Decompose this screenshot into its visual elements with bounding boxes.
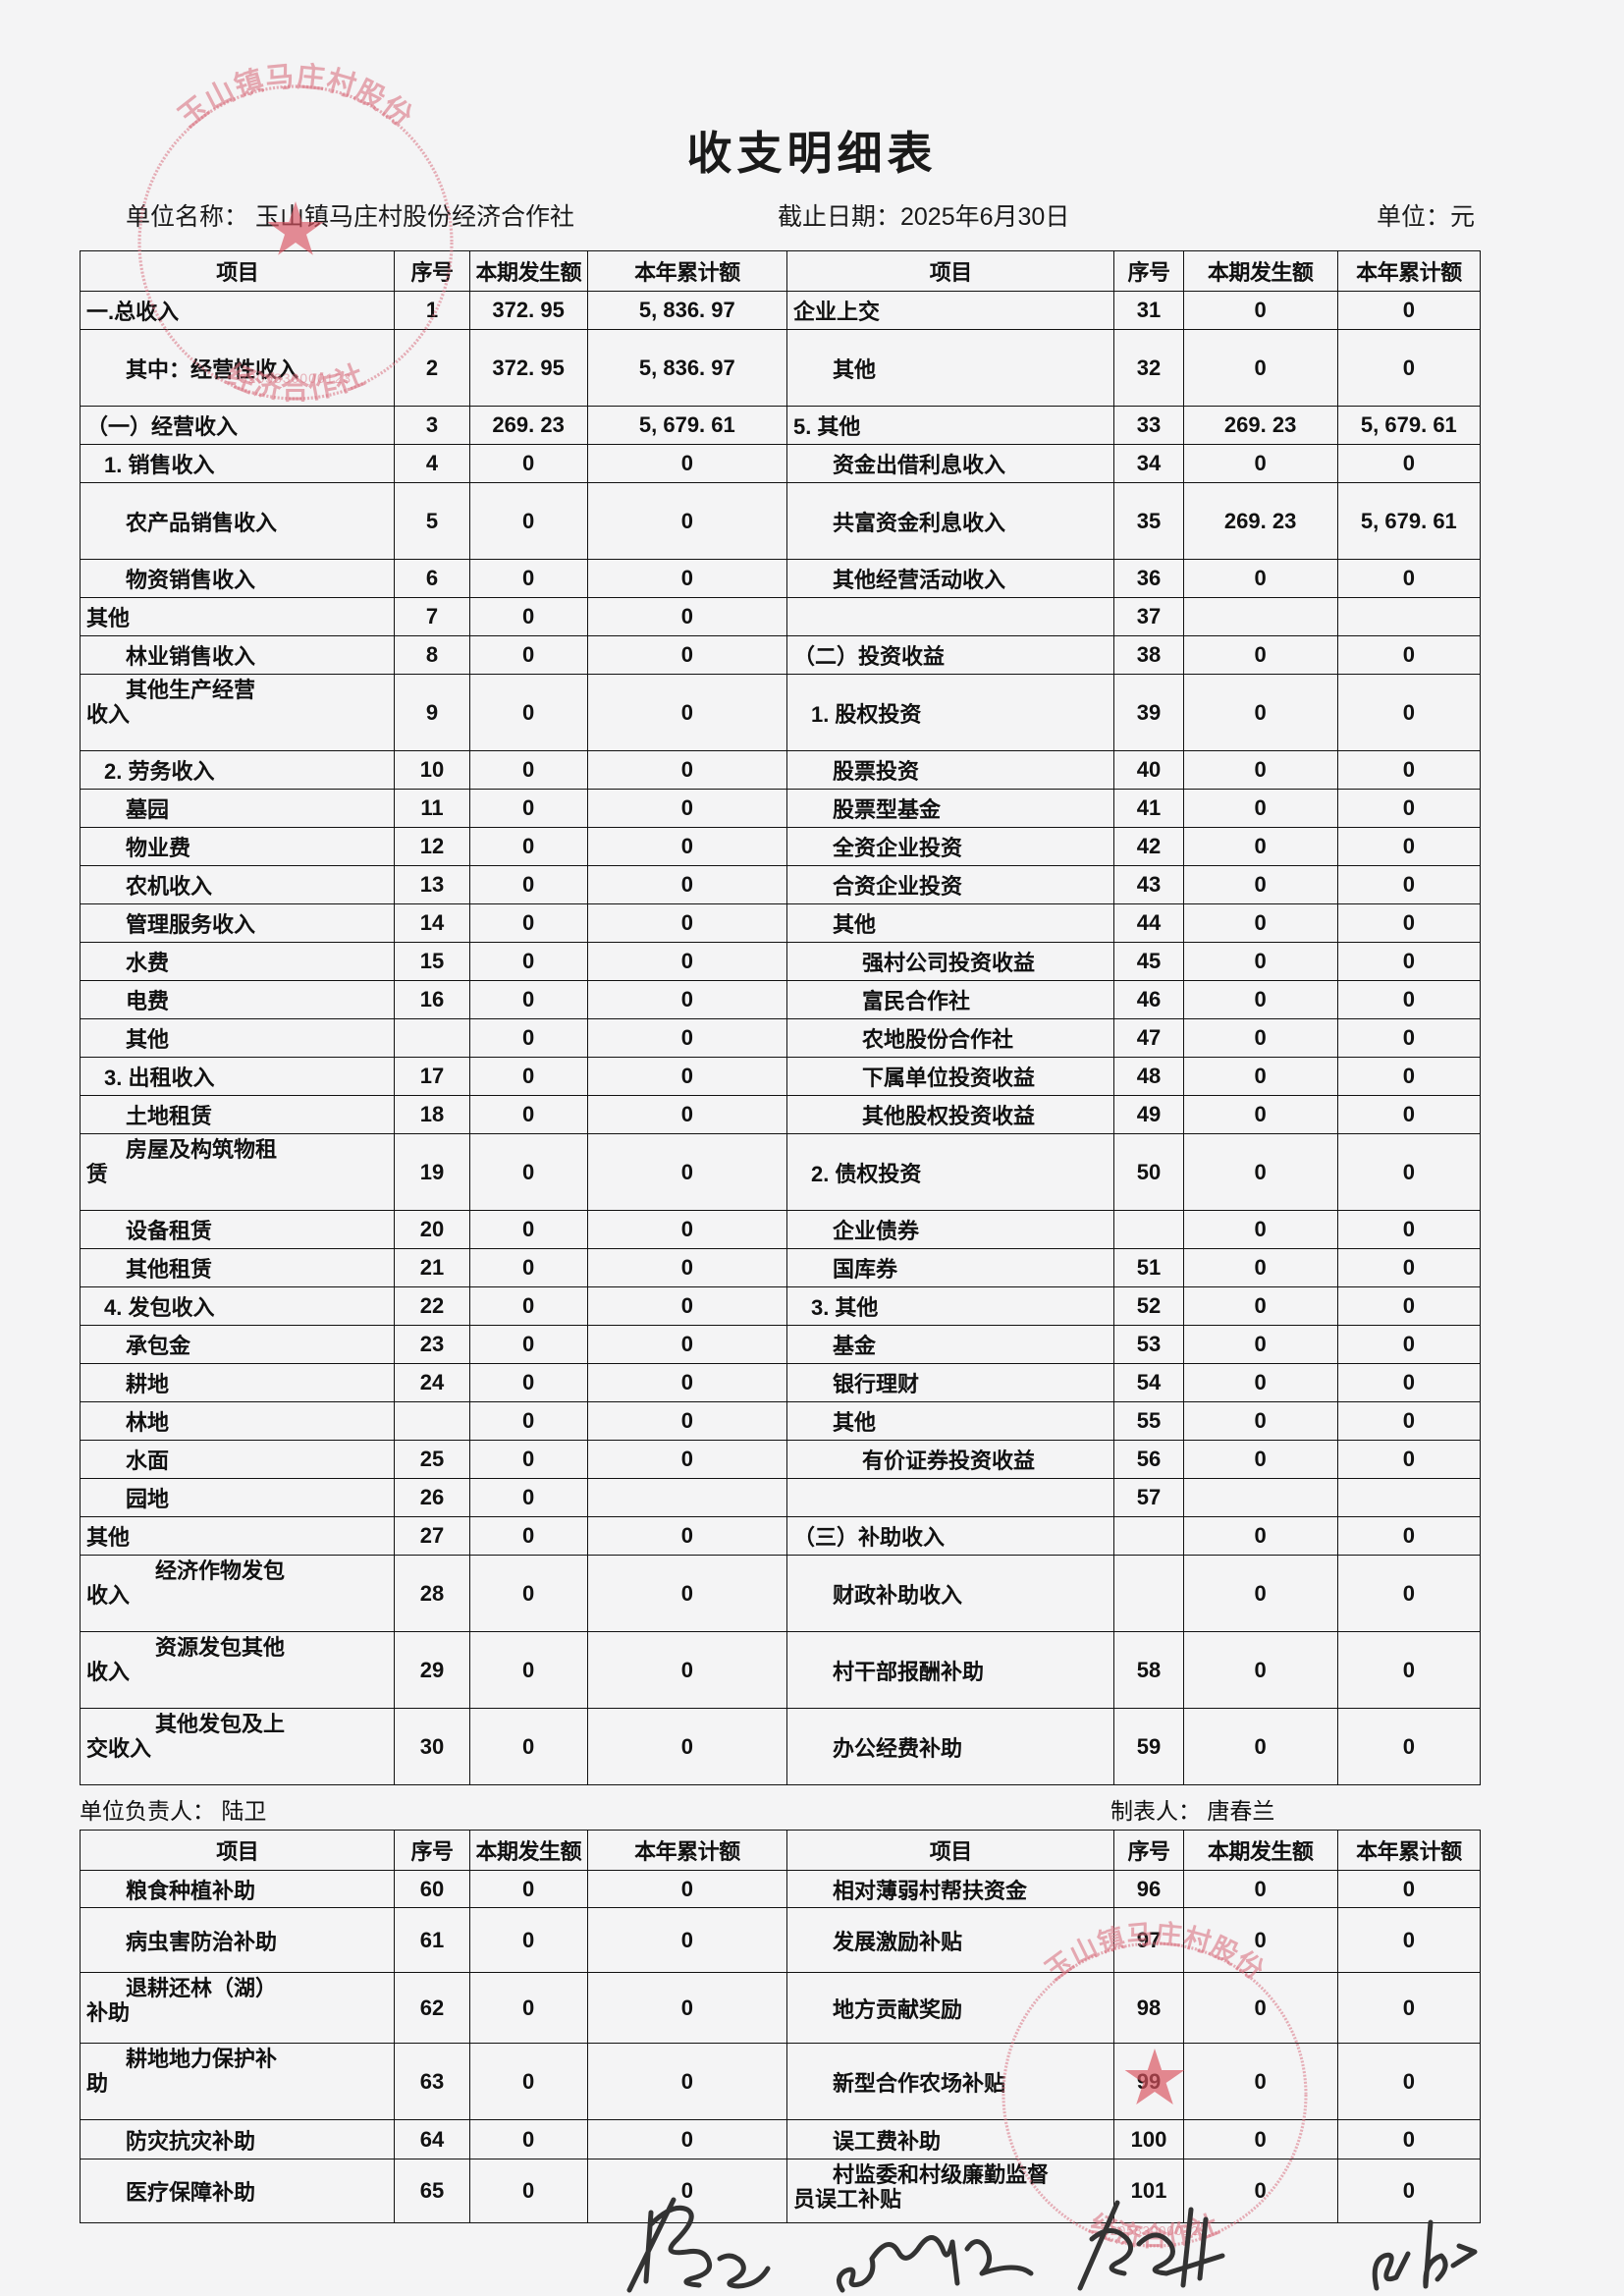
svg-text:玉山镇马庄村股份: 玉山镇马庄村股份: [1040, 1918, 1270, 1986]
svg-text:玉山镇马庄村股份: 玉山镇马庄村股份: [173, 59, 418, 134]
svg-text:3205830000123: 3205830000123: [240, 370, 352, 386]
